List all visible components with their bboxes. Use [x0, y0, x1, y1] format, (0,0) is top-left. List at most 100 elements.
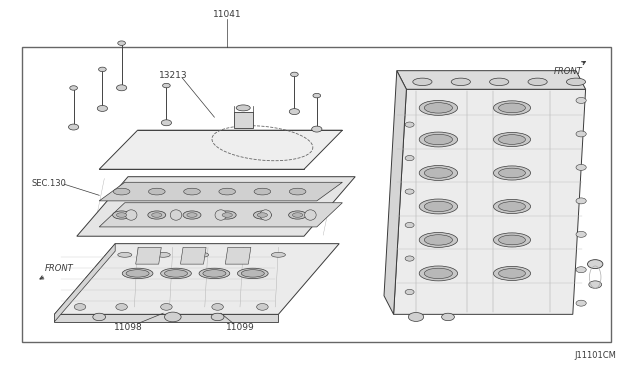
Ellipse shape [199, 268, 230, 279]
Circle shape [405, 122, 414, 127]
Circle shape [161, 120, 172, 126]
Ellipse shape [161, 268, 191, 279]
Polygon shape [397, 71, 586, 89]
Circle shape [97, 106, 108, 112]
Circle shape [163, 83, 170, 88]
Ellipse shape [499, 235, 525, 245]
Circle shape [313, 93, 321, 98]
Ellipse shape [237, 268, 268, 279]
Ellipse shape [222, 213, 232, 217]
Polygon shape [99, 182, 342, 201]
Text: FRONT: FRONT [554, 61, 586, 76]
Polygon shape [394, 89, 586, 314]
Text: J11101CM: J11101CM [574, 351, 616, 360]
Polygon shape [225, 247, 251, 264]
Ellipse shape [419, 166, 458, 180]
Ellipse shape [419, 266, 458, 281]
Ellipse shape [289, 211, 307, 219]
Polygon shape [384, 71, 406, 314]
Circle shape [576, 300, 586, 306]
Ellipse shape [219, 188, 236, 195]
Ellipse shape [419, 199, 458, 214]
Circle shape [589, 281, 602, 288]
Ellipse shape [203, 270, 226, 277]
Ellipse shape [490, 78, 509, 86]
Ellipse shape [305, 210, 316, 220]
Ellipse shape [236, 105, 250, 111]
Circle shape [576, 164, 586, 170]
Ellipse shape [493, 266, 531, 280]
Circle shape [118, 41, 125, 45]
Circle shape [408, 312, 424, 321]
Circle shape [116, 304, 127, 310]
Polygon shape [99, 203, 342, 227]
Ellipse shape [233, 252, 247, 257]
Circle shape [576, 131, 586, 137]
Ellipse shape [241, 270, 264, 277]
Polygon shape [234, 112, 253, 128]
Text: 11099: 11099 [226, 323, 254, 332]
Polygon shape [54, 314, 278, 322]
Circle shape [405, 155, 414, 161]
Ellipse shape [215, 210, 227, 220]
Text: 11041: 11041 [213, 10, 241, 19]
Circle shape [68, 124, 79, 130]
Ellipse shape [424, 134, 452, 145]
Ellipse shape [113, 188, 130, 195]
Ellipse shape [292, 213, 303, 217]
Ellipse shape [152, 213, 162, 217]
Ellipse shape [125, 210, 137, 220]
Circle shape [116, 85, 127, 91]
Circle shape [405, 189, 414, 194]
Circle shape [257, 304, 268, 310]
Ellipse shape [566, 78, 586, 86]
Circle shape [211, 313, 224, 321]
Ellipse shape [424, 268, 452, 279]
Ellipse shape [424, 103, 452, 113]
Ellipse shape [254, 188, 271, 195]
Circle shape [576, 97, 586, 103]
Ellipse shape [184, 188, 200, 195]
Circle shape [312, 126, 322, 132]
Circle shape [576, 231, 586, 237]
Ellipse shape [148, 188, 165, 195]
Text: SEC.130: SEC.130 [31, 179, 66, 187]
Circle shape [70, 86, 77, 90]
Circle shape [405, 289, 414, 295]
Ellipse shape [528, 78, 547, 86]
Ellipse shape [116, 213, 127, 217]
Circle shape [161, 304, 172, 310]
Ellipse shape [118, 252, 132, 257]
Polygon shape [54, 244, 115, 322]
FancyBboxPatch shape [22, 46, 611, 342]
Circle shape [93, 313, 106, 321]
Ellipse shape [424, 168, 452, 178]
Circle shape [212, 304, 223, 310]
Ellipse shape [424, 201, 452, 212]
Circle shape [576, 267, 586, 273]
Circle shape [576, 198, 586, 204]
Ellipse shape [424, 235, 452, 245]
Circle shape [442, 313, 454, 321]
Ellipse shape [499, 135, 525, 144]
Circle shape [291, 72, 298, 77]
Circle shape [588, 260, 603, 269]
Ellipse shape [183, 211, 201, 219]
Ellipse shape [493, 233, 531, 247]
Circle shape [289, 109, 300, 115]
Circle shape [99, 67, 106, 72]
Polygon shape [180, 247, 206, 264]
Ellipse shape [493, 132, 531, 147]
Ellipse shape [499, 202, 525, 211]
Circle shape [164, 312, 181, 322]
Ellipse shape [289, 188, 306, 195]
Ellipse shape [419, 232, 458, 247]
Ellipse shape [271, 252, 285, 257]
Text: 13213: 13213 [159, 71, 187, 80]
Text: 11098: 11098 [114, 323, 142, 332]
Ellipse shape [126, 270, 149, 277]
Ellipse shape [493, 101, 531, 115]
Ellipse shape [499, 269, 525, 278]
Ellipse shape [253, 211, 271, 219]
Ellipse shape [493, 199, 531, 214]
